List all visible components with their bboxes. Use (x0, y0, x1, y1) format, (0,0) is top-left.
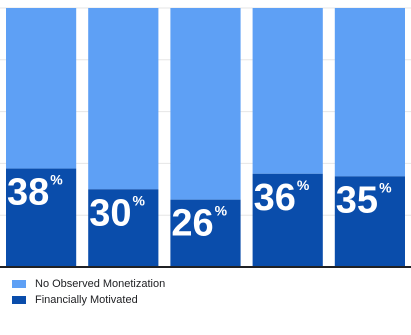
legend-swatch-financially-motivated (12, 296, 26, 304)
bar-no-monetization-2024 (334, 8, 405, 177)
data-label-unit: % (50, 172, 63, 188)
bar-financially-motivated-2024 (334, 176, 405, 267)
data-label-value: 26 (171, 203, 213, 245)
legend: No Observed Monetization Financially Mot… (12, 276, 165, 308)
data-label-unit: % (215, 203, 228, 219)
stacked-bar-chart: 38%202030%202126%202236%202335%2024 (0, 7, 411, 268)
bar-financially-motivated-2022 (170, 199, 241, 267)
bar-no-monetization-2023 (252, 8, 323, 174)
data-label-2020: 38% (7, 172, 63, 214)
data-label-2021: 30% (89, 192, 145, 234)
legend-label-financially-motivated: Financially Motivated (35, 294, 138, 306)
bar-no-monetization-2021 (88, 8, 159, 190)
bar-financially-motivated-2023 (252, 173, 323, 267)
data-label-value: 35 (336, 179, 378, 221)
data-label-value: 30 (89, 192, 131, 234)
data-label-unit: % (297, 177, 310, 193)
data-label-2024: 35% (336, 179, 392, 221)
bar-no-monetization-2022 (170, 8, 241, 200)
data-label-value: 36 (254, 177, 296, 219)
data-label-2023: 36% (254, 177, 310, 219)
legend-label-no-monetization: No Observed Monetization (35, 278, 166, 290)
data-label-unit: % (379, 179, 392, 195)
data-label-value: 38 (7, 172, 49, 214)
data-label-2022: 26% (171, 203, 227, 245)
bar-financially-motivated-2020 (6, 168, 77, 267)
legend-item-financially-motivated: Financially Motivated (12, 292, 165, 308)
data-label-unit: % (132, 192, 145, 208)
bar-financially-motivated-2021 (88, 189, 159, 267)
legend-swatch-no-monetization (12, 280, 26, 288)
bar-no-monetization-2020 (6, 8, 77, 169)
legend-item-no-monetization: No Observed Monetization (12, 276, 165, 292)
